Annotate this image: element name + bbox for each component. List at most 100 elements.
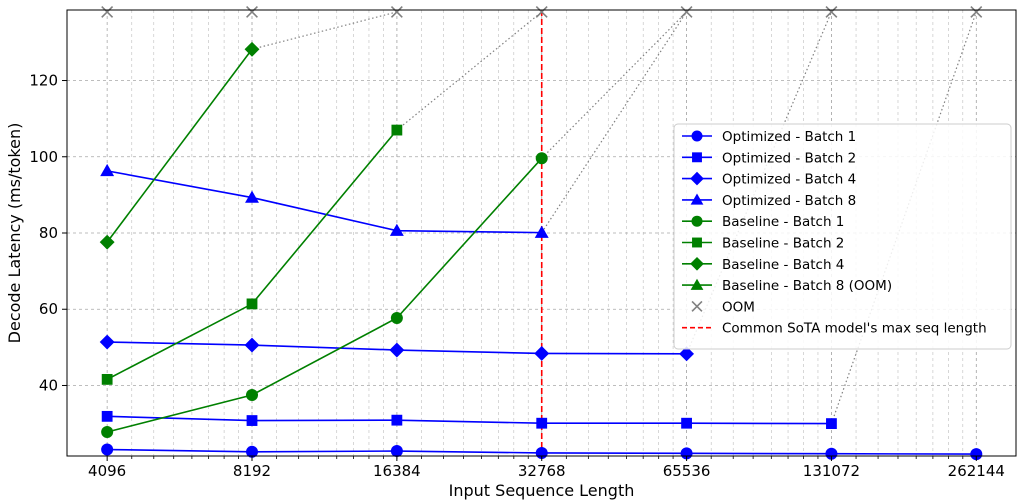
legend-marker xyxy=(691,300,703,312)
y-tick-label: 120 xyxy=(29,72,58,90)
oom-link xyxy=(541,11,688,233)
data-point xyxy=(246,445,259,458)
data-point xyxy=(99,234,115,250)
data-point xyxy=(389,342,405,358)
legend-entry: Optimized - Batch 1 xyxy=(682,129,856,145)
data-point xyxy=(101,425,114,438)
legend-marker xyxy=(690,278,704,290)
oom-link xyxy=(251,11,398,50)
x-tick-label: 65536 xyxy=(663,462,711,480)
data-point xyxy=(681,417,692,429)
data-point xyxy=(101,373,113,385)
data-point xyxy=(246,415,258,426)
oom-marker-stroke xyxy=(101,5,114,18)
x-axis-title: Input Sequence Length xyxy=(449,481,635,500)
oom-marker-stroke xyxy=(246,5,258,18)
series-line xyxy=(106,48,253,243)
data-point xyxy=(390,445,403,458)
data-point xyxy=(99,334,115,350)
series-line xyxy=(107,415,832,425)
legend-marker xyxy=(690,193,704,205)
legend-entry: Common SoTA model's max seq length xyxy=(682,321,987,337)
oom-link xyxy=(686,11,832,355)
data-point xyxy=(534,225,549,238)
series-markers xyxy=(99,41,983,461)
data-point xyxy=(244,337,260,353)
data-point xyxy=(391,414,403,426)
legend-label: Optimized - Batch 2 xyxy=(722,150,856,166)
x-tick-label: 262144 xyxy=(948,462,1005,480)
data-point xyxy=(825,447,838,460)
legend-label: Optimized - Batch 1 xyxy=(722,129,856,145)
data-point xyxy=(246,298,258,310)
y-axis: 40 60 80 100 120 xyxy=(29,72,67,394)
legend-label: Optimized - Batch 8 xyxy=(722,193,856,209)
legend-label: Common SoTA model's max seq length xyxy=(722,321,987,337)
x-tick-label: 8192 xyxy=(233,462,271,480)
legend-marker xyxy=(692,152,702,163)
legend-marker xyxy=(691,130,703,142)
series-line xyxy=(106,157,543,433)
legend-marker xyxy=(691,215,703,227)
legend-entry: OOM xyxy=(691,299,755,315)
legend-marker xyxy=(692,237,702,248)
legend-entry: Optimized - Batch 2 xyxy=(682,150,856,166)
legend-entry: Baseline - Batch 4 xyxy=(682,257,844,273)
legend-entry: Baseline - Batch 1 xyxy=(682,214,844,230)
oom-marker xyxy=(535,5,548,18)
data-point xyxy=(826,418,837,429)
oom-marker xyxy=(390,5,403,18)
data-point xyxy=(244,41,260,57)
legend-marker xyxy=(690,256,704,271)
oom-marker-stroke xyxy=(691,300,703,312)
y-tick-label: 40 xyxy=(39,376,58,394)
oom-marker-stroke xyxy=(680,5,693,18)
legend-label: Optimized - Batch 4 xyxy=(722,172,856,188)
legend-label: Baseline - Batch 8 (OOM) xyxy=(722,278,892,294)
legend: Optimized - Batch 1 Optimized - Batch 2 Op… xyxy=(673,123,1012,350)
oom-markers xyxy=(101,5,983,18)
oom-marker xyxy=(680,5,693,18)
x-tick-label: 16384 xyxy=(373,462,421,480)
data-point xyxy=(245,190,259,203)
y-tick-label: 80 xyxy=(39,224,58,242)
oom-marker xyxy=(101,5,114,18)
y-tick-label: 60 xyxy=(39,300,58,318)
legend-entry: Optimized - Batch 8 xyxy=(682,193,856,209)
data-point xyxy=(534,346,550,361)
legend-entry: Baseline - Batch 2 xyxy=(682,236,844,252)
legend-label: Baseline - Batch 4 xyxy=(722,257,844,273)
data-point xyxy=(100,163,115,177)
x-tick-label: 32768 xyxy=(518,462,566,480)
oom-link xyxy=(541,11,688,159)
data-point xyxy=(101,410,113,422)
legend-marker xyxy=(690,171,704,186)
x-tick-label: 4096 xyxy=(88,462,126,480)
legend-label: Baseline - Batch 2 xyxy=(722,236,844,252)
data-point xyxy=(679,346,695,362)
data-point xyxy=(391,124,403,136)
oom-marker-stroke xyxy=(390,5,403,18)
oom-marker-stroke xyxy=(825,5,838,18)
legend-label: OOM xyxy=(722,299,755,315)
data-point xyxy=(535,152,548,165)
oom-marker-stroke xyxy=(970,5,983,18)
data-point xyxy=(101,443,114,456)
legend-box xyxy=(673,123,1012,350)
x-tick-label: 131072 xyxy=(803,462,860,480)
oom-marker xyxy=(246,5,258,18)
oom-link xyxy=(830,11,977,424)
data-point xyxy=(389,223,404,236)
data-point xyxy=(390,312,403,325)
legend-entry: Optimized - Batch 4 xyxy=(682,172,856,188)
oom-links xyxy=(251,11,977,424)
oom-link xyxy=(396,11,543,131)
oom-marker xyxy=(970,5,983,18)
data-point xyxy=(536,417,548,429)
y-tick-label: 100 xyxy=(29,148,58,166)
y-axis-title: Decode Latency (ms/token) xyxy=(5,123,24,344)
legend-label: Baseline - Batch 1 xyxy=(722,214,844,230)
oom-marker xyxy=(825,5,838,18)
legend-entry: Baseline - Batch 8 (OOM) xyxy=(682,278,892,294)
